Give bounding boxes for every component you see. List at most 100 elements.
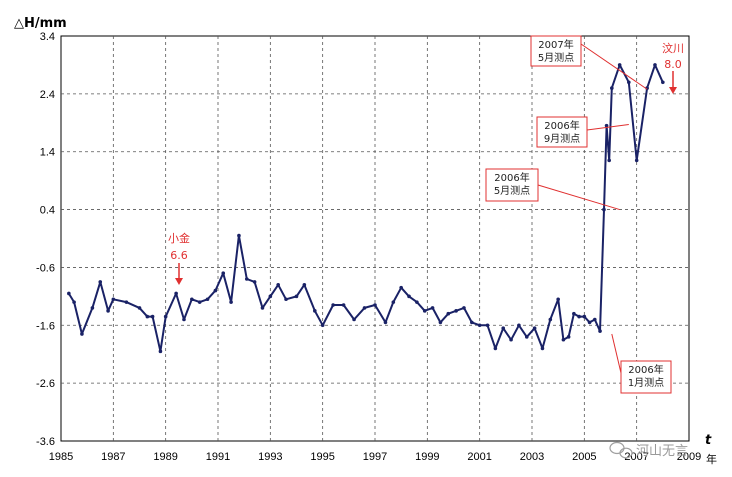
data-point <box>190 297 194 302</box>
data-point <box>244 277 249 281</box>
y-tick-label: -3.6 <box>36 436 55 448</box>
annotation-text: 2006年 <box>628 363 663 376</box>
data-point <box>213 288 218 293</box>
x-tick-label: 2007 <box>624 451 648 463</box>
earthquake-magnitude: 8.0 <box>664 58 682 71</box>
x-tick-label: 1987 <box>101 451 125 463</box>
x-tick-label: 1989 <box>153 451 177 463</box>
data-point <box>566 335 571 339</box>
annotation-text: 2006年 <box>544 119 579 132</box>
data-point <box>352 317 356 322</box>
y-tick-labels: 3.4 2.4 1.4 0.4 -0.6 -1.6 -2.6 -3.6 <box>36 31 55 448</box>
data-point <box>532 326 537 330</box>
x-tick-label: 1993 <box>258 451 282 463</box>
x-tick-label: 1999 <box>415 451 439 463</box>
data-point <box>556 297 560 302</box>
x-tick-label: 1985 <box>49 451 73 463</box>
data-point <box>661 80 665 85</box>
data-point <box>72 300 76 304</box>
data-point <box>237 233 241 238</box>
y-axis-label: △H/mm <box>14 16 67 31</box>
earthquake-marker: 小金 6.6 <box>168 231 190 285</box>
annotation-leader <box>580 43 648 90</box>
data-point <box>137 306 142 310</box>
data-point <box>485 323 490 328</box>
data-point <box>182 317 186 322</box>
x-tick-labels: 1985 1987 1989 1991 1993 1995 1997 1999 2001 2003… <box>49 451 701 463</box>
data-point <box>284 297 288 302</box>
data-point <box>422 309 427 313</box>
annotation-box <box>536 116 588 148</box>
data-point <box>548 317 553 322</box>
data-point <box>399 285 403 290</box>
data-point <box>294 294 299 299</box>
data-point <box>313 309 317 313</box>
annotation-box <box>620 360 672 394</box>
data-point <box>362 306 367 310</box>
data-point <box>145 314 150 319</box>
x-axis-unit: 年 <box>706 452 717 466</box>
data-point <box>454 309 458 313</box>
data-point <box>540 346 545 351</box>
data-point <box>561 337 566 342</box>
series-layer <box>67 63 665 354</box>
y-tick-label: 2.4 <box>40 89 55 101</box>
data-point <box>163 314 168 319</box>
data-point <box>509 337 513 342</box>
data-point <box>653 63 657 67</box>
data-point <box>524 335 529 339</box>
data-point <box>438 320 443 325</box>
data-point <box>593 317 597 322</box>
data-point <box>610 86 614 90</box>
annotation-box <box>530 35 582 67</box>
earthquake-name: 汶川 <box>662 41 684 55</box>
x-tick-label: 2005 <box>572 451 596 463</box>
y-tick-label: 0.4 <box>40 205 55 217</box>
earthquake-magnitude: 6.6 <box>170 249 188 262</box>
data-point <box>252 280 257 284</box>
annotation-text: 2007年 <box>538 38 573 51</box>
data-point <box>577 314 581 319</box>
data-point <box>446 311 451 316</box>
data-point <box>221 271 226 276</box>
x-tick-label: 2003 <box>520 451 544 463</box>
data-point <box>587 320 592 325</box>
arrow-down-icon <box>669 87 677 94</box>
data-point <box>477 323 482 328</box>
annotation-text: 2006年 <box>494 171 529 184</box>
data-point <box>415 300 419 304</box>
data-point <box>598 329 602 333</box>
annotation-leader <box>611 333 622 374</box>
data-point <box>341 303 346 307</box>
data-point <box>320 323 325 328</box>
annotation-layer: 2007年5月测点2006年9月测点2006年5月测点2006年1月测点小金6.… <box>168 35 684 394</box>
annotation-box <box>485 168 539 202</box>
data-point <box>80 332 84 336</box>
data-point <box>150 314 155 319</box>
data-point <box>383 320 388 325</box>
data-point <box>205 297 210 302</box>
data-point <box>501 326 506 330</box>
x-tick-label: 2009 <box>677 451 701 463</box>
x-tick-label: 1991 <box>206 451 230 463</box>
data-point <box>197 300 202 304</box>
y-tick-label: -2.6 <box>36 378 55 390</box>
data-point <box>462 306 466 310</box>
data-point <box>617 63 622 67</box>
x-axis-label: t <box>705 433 712 448</box>
data-point <box>517 323 521 328</box>
earthquake-marker: 汶川 8.0 <box>662 41 684 94</box>
annotation-text: 5月测点 <box>494 184 530 197</box>
wechat-icon <box>609 441 633 459</box>
data-point <box>627 80 631 85</box>
x-tick-label: 1997 <box>363 451 387 463</box>
data-point <box>572 311 576 316</box>
data-point <box>268 294 273 299</box>
data-point <box>331 303 335 307</box>
y-tick-label: 3.4 <box>40 31 55 43</box>
data-point <box>124 300 129 304</box>
annotation-leader <box>586 124 629 131</box>
data-point <box>607 158 611 163</box>
